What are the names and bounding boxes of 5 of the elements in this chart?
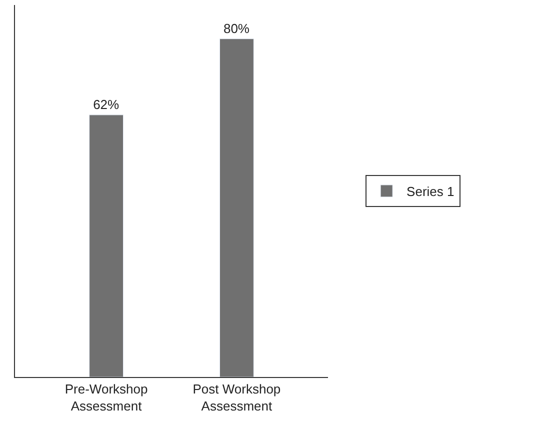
x-tick-label: Post Workshop Assessment — [192, 382, 281, 414]
legend-label: Series 1 — [406, 184, 454, 200]
x-tick-label: Pre-Workshop Assessment — [64, 382, 148, 414]
data-label: 80% — [223, 20, 250, 36]
data-label: 62% — [93, 96, 120, 112]
